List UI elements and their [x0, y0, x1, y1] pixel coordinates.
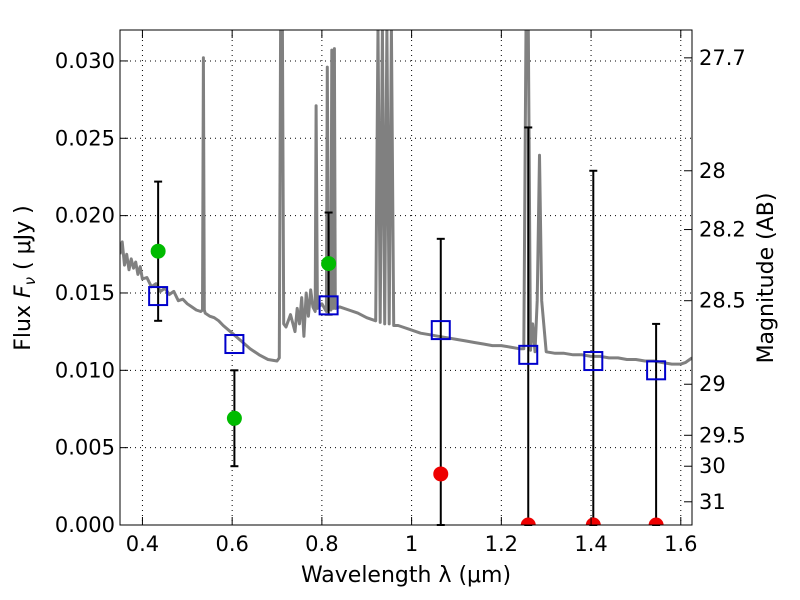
model-flux-point [430, 320, 451, 341]
grid-lines [120, 30, 692, 526]
x-tick-label: 0.6 [215, 532, 248, 556]
y-tick-label: 0.000 [55, 513, 115, 537]
x-tick-label: 0.8 [305, 532, 338, 556]
x-tick-label: 1.4 [574, 532, 607, 556]
y2-tick-label: 28 [699, 159, 726, 183]
x-tick-label: 0.4 [126, 532, 159, 556]
y2-tick-label: 30 [699, 454, 726, 478]
y2-axis-label: Magnitude (AB) [754, 193, 779, 364]
y2-tick-label: 29.5 [699, 423, 746, 447]
x-tick-label: 1.6 [664, 532, 697, 556]
model-flux-point [148, 286, 169, 307]
y2-tick-label: 28.2 [699, 218, 746, 242]
template-spectrum [120, 30, 692, 366]
y-tick-label: 0.005 [55, 436, 115, 460]
model-flux-point [583, 351, 604, 372]
observed-flux-point [321, 256, 337, 272]
nondetection-point [648, 517, 664, 525]
nondetection-point [433, 466, 449, 482]
y-tick-label: 0.030 [55, 49, 115, 73]
y2-tick-label: 31 [699, 490, 726, 514]
error-bars [154, 126, 661, 526]
observed-flux-point [150, 243, 166, 259]
model-flux-point [646, 360, 667, 381]
model-flux-point [318, 295, 339, 316]
y-axis-label: Flux Fν ( μJy ) [11, 205, 39, 350]
y-tick-label: 0.020 [55, 204, 115, 228]
nondetection-point [585, 517, 601, 525]
observed-flux-point [226, 410, 242, 426]
y-tick-label: 0.010 [55, 358, 115, 382]
x-tick-label: 1 [405, 532, 418, 556]
plot-frame [119, 29, 693, 526]
nondetection-point [520, 517, 536, 525]
model-flux-point [224, 334, 245, 355]
x-axis-label: Wavelength λ (μm) [301, 563, 511, 588]
y2-tick-label: 27.7 [699, 46, 746, 70]
y-tick-label: 0.015 [55, 281, 115, 305]
template-spectrum-line [120, 30, 692, 366]
y2-tick-label: 29 [699, 372, 726, 396]
data-markers [148, 243, 667, 525]
x-tick-label: 1.2 [485, 532, 518, 556]
y-tick-label: 0.025 [55, 126, 115, 150]
y2-tick-label: 28.5 [699, 289, 746, 313]
axes: 0.4 0.6 0.8 1 1.2 1.4 1.6 0.000 0.005 0.010 0.015 0… [55, 29, 746, 556]
model-flux-point [518, 344, 539, 365]
